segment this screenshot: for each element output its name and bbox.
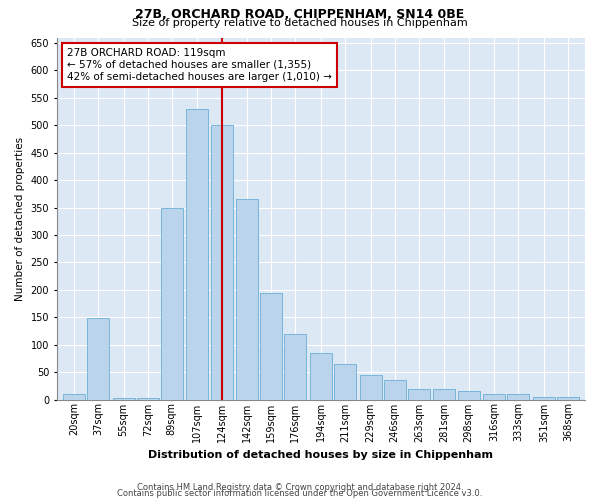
Text: Contains public sector information licensed under the Open Government Licence v3: Contains public sector information licen… [118, 490, 482, 498]
Y-axis label: Number of detached properties: Number of detached properties [15, 136, 25, 300]
Bar [408, 388, 430, 400]
Bar [334, 364, 356, 400]
Bar [113, 398, 134, 400]
Bar [161, 208, 183, 400]
Bar [87, 318, 109, 400]
Text: Contains HM Land Registry data © Crown copyright and database right 2024.: Contains HM Land Registry data © Crown c… [137, 484, 463, 492]
Bar [557, 397, 579, 400]
Bar [533, 397, 555, 400]
Bar [384, 380, 406, 400]
Bar [507, 394, 529, 400]
Bar [137, 398, 158, 400]
Bar [483, 394, 505, 400]
Text: 27B, ORCHARD ROAD, CHIPPENHAM, SN14 0BE: 27B, ORCHARD ROAD, CHIPPENHAM, SN14 0BE [136, 8, 464, 20]
Bar [187, 109, 208, 400]
X-axis label: Distribution of detached houses by size in Chippenham: Distribution of detached houses by size … [148, 450, 493, 460]
Text: Size of property relative to detached houses in Chippenham: Size of property relative to detached ho… [132, 18, 468, 28]
Bar [458, 392, 479, 400]
Bar [260, 292, 282, 400]
Bar [433, 388, 455, 400]
Bar [211, 126, 233, 400]
Bar [284, 334, 307, 400]
Bar [359, 375, 382, 400]
Text: 27B ORCHARD ROAD: 119sqm
← 57% of detached houses are smaller (1,355)
42% of sem: 27B ORCHARD ROAD: 119sqm ← 57% of detach… [67, 48, 332, 82]
Bar [310, 353, 332, 400]
Bar [236, 200, 258, 400]
Bar [63, 394, 85, 400]
